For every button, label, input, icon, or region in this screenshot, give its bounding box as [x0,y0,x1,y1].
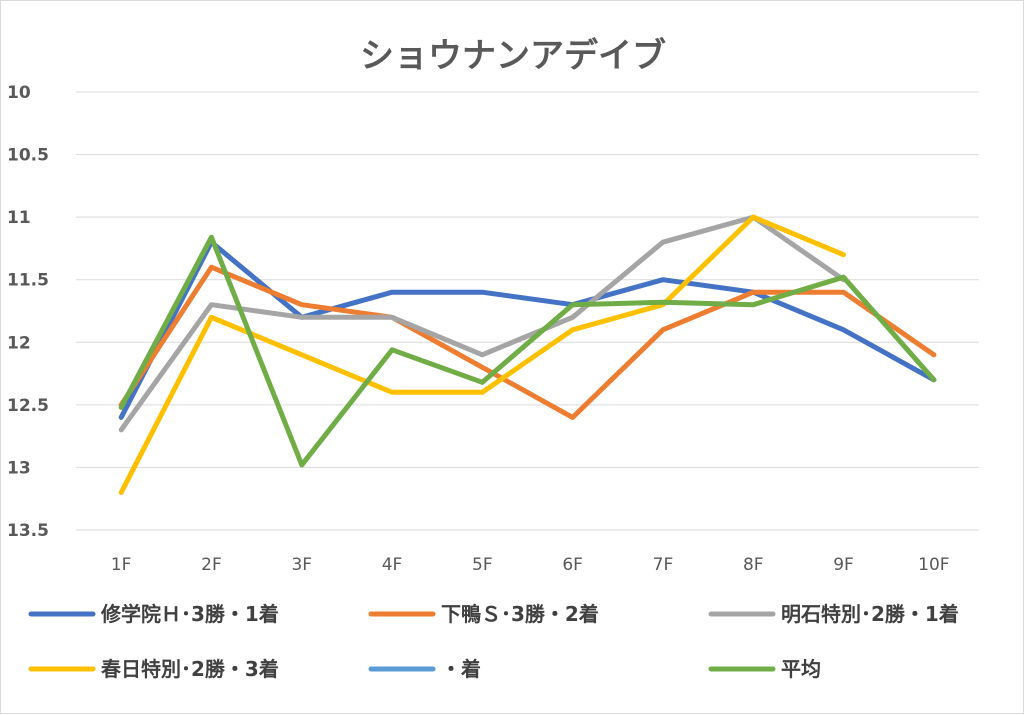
legend-item: 明石特別･2勝・1着 [708,602,959,626]
x-tick-label: 7F [653,555,674,575]
x-tick-label: 8F [743,555,764,575]
y-tick-label: 11.5 [7,271,49,291]
x-tick-label: 4F [382,555,403,575]
legend-label: 春日特別･2勝・3着 [100,657,279,681]
legend-item: 修学院Ｈ･3勝・1着 [28,602,279,626]
legend-label: 明石特別･2勝・1着 [781,602,959,626]
series-line [118,214,846,495]
series-lines [118,214,937,495]
chart-title: ショウナンアデイブ [360,36,666,76]
legend-item: 平均 [708,657,821,681]
series-line [118,239,937,420]
y-tick-label: 10.5 [7,146,49,166]
x-axis-ticks: 1F 2F 3F 4F 5F 6F 7F 8F 9F 10F [111,555,950,575]
y-tick-label: 12.5 [7,396,49,416]
legend-label: 修学院Ｈ･3勝・1着 [100,602,279,626]
y-tick-label: 12 [7,333,31,353]
y-tick-label: 13.5 [7,521,49,541]
gridlines [76,91,979,531]
legend-label: 下鴨Ｓ･3勝・2着 [441,602,599,626]
x-tick-label: 1F [111,555,132,575]
y-tick-label: 11 [7,208,31,228]
legend-item: 下鴨Ｓ･3勝・2着 [368,602,599,626]
series-line [118,234,937,468]
legend-item: ・着 [368,657,481,681]
y-axis-ticks: 10 10.5 11 11.5 12 12.5 13 13.5 [7,83,49,541]
legend-label: ・着 [441,657,481,681]
legend-item: 春日特別･2勝・3着 [28,657,279,681]
x-tick-label: 3F [291,555,312,575]
x-tick-label: 6F [562,555,583,575]
y-tick-label: 10 [7,83,31,103]
x-tick-label: 5F [472,555,493,575]
x-tick-label: 2F [201,555,222,575]
legend-label: 平均 [781,657,821,681]
x-tick-label: 9F [833,555,854,575]
x-tick-label: 10F [918,555,949,575]
y-tick-label: 13 [7,458,31,478]
